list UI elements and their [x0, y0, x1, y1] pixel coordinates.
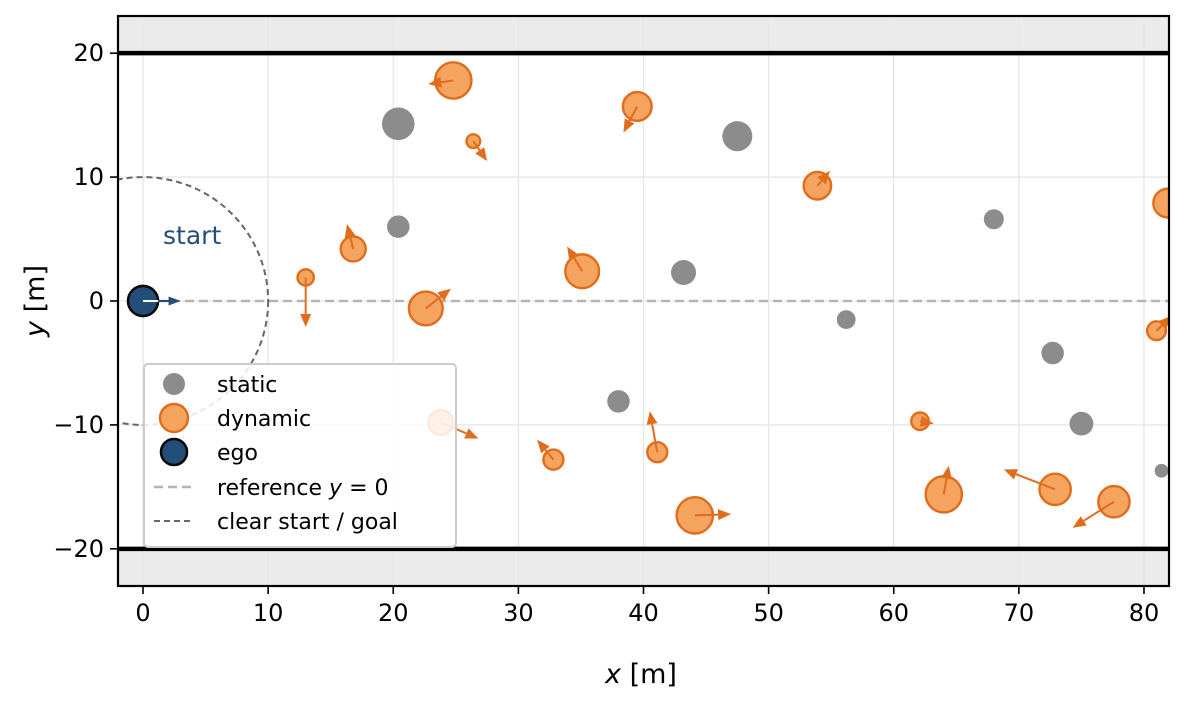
legend-label-static: static — [217, 373, 277, 398]
dynamic-velocity-arrow-shaft — [544, 449, 555, 461]
static-obstacle — [836, 310, 856, 329]
static-obstacle — [1154, 463, 1169, 478]
dynamic-velocity-arrow-head — [300, 314, 312, 328]
dynamic-velocity-arrow — [623, 105, 639, 133]
y-tick-label: −20 — [53, 535, 104, 563]
static-obstacle — [671, 259, 697, 286]
dynamic-velocity-arrow — [472, 140, 488, 161]
legend-label-reference: reference y = 0 — [217, 476, 389, 501]
start-annotation: start — [163, 221, 221, 250]
static-obstacle — [1069, 411, 1094, 436]
legend-label-clear: clear start / goal — [217, 510, 398, 535]
y-axis-label: y [m] — [20, 265, 51, 338]
dynamic-velocity-arrow — [428, 76, 454, 88]
dynamic-velocity-arrow-head — [1158, 316, 1169, 329]
ego-heading-arrow — [143, 296, 181, 306]
dynamic-velocity-arrow-shaft — [472, 140, 481, 151]
dynamic-velocity-arrow-head — [817, 170, 830, 185]
dynamic-velocity-arrow-shaft — [573, 257, 584, 272]
x-tick-label: 60 — [878, 599, 909, 627]
dynamic-velocity-arrow-head — [623, 118, 635, 133]
dynamic-velocity-arrow-head — [475, 147, 488, 161]
x-tick-label: 40 — [628, 599, 659, 627]
legend-box — [143, 363, 457, 548]
dynamic-velocity-arrow-head — [437, 288, 451, 301]
dynamic-obstacle — [465, 133, 482, 150]
dynamic-velocity-arrow-shaft — [628, 105, 639, 122]
y-tick-label: 20 — [73, 39, 104, 67]
legend-marker-static — [163, 373, 185, 395]
dynamic-velocity-arrow — [300, 277, 312, 328]
dynamic-velocity-arrow — [567, 246, 584, 272]
x-tick-label: 70 — [1004, 599, 1035, 627]
dynamic-velocity-arrow-shaft — [1083, 500, 1115, 522]
static-obstacle — [1041, 341, 1064, 365]
y-tick-label: −10 — [53, 411, 104, 439]
legend-marker-dynamic — [158, 402, 190, 434]
dynamic-velocity-arrow — [694, 509, 732, 521]
x-axis-label: x [m] — [604, 659, 677, 690]
dynamic-velocity-arrow-shaft — [1155, 324, 1163, 332]
dynamic-velocity-arrow-head — [428, 76, 442, 88]
dynamic-velocity-arrow — [1155, 316, 1169, 332]
static-obstacle — [722, 121, 753, 152]
ego-arrow-head — [168, 296, 181, 306]
dynamic-velocity-arrow-shaft — [694, 513, 719, 517]
legend-label-dynamic: dynamic — [217, 407, 311, 432]
dynamic-obstacle — [339, 235, 367, 263]
static-obstacle — [607, 390, 630, 413]
static-obstacle — [387, 215, 410, 238]
dynamic-velocity-arrow-head — [464, 428, 479, 439]
x-tick-label: 30 — [503, 599, 534, 627]
dynamic-velocity-arrow-shaft — [1015, 473, 1056, 491]
dynamic-velocity-arrow-head — [941, 465, 952, 480]
dynamic-velocity-arrow-head — [344, 224, 356, 239]
static-obstacle — [983, 209, 1004, 230]
dynamic-velocity-arrow-head — [646, 411, 658, 426]
dynamic-velocity-arrow-head — [717, 509, 732, 521]
dynamic-velocity-arrow-shaft — [816, 180, 823, 187]
dynamic-obstacle — [1152, 187, 1169, 219]
dynamic-velocity-arrow-shaft — [349, 236, 355, 250]
dynamic-velocity-arrow-head — [1072, 516, 1087, 528]
dynamic-velocity-arrow — [816, 170, 830, 187]
dynamic-velocity-arrow-head — [567, 246, 579, 261]
x-tick-label: 50 — [753, 599, 784, 627]
static-obstacle — [382, 107, 415, 141]
dynamic-velocity-arrow-shaft — [942, 478, 948, 495]
x-tick-label: 20 — [378, 599, 409, 627]
dynamic-velocity-arrow — [1072, 500, 1115, 528]
x-tick-label: 10 — [253, 599, 284, 627]
dynamic-velocity-arrow-head — [537, 439, 550, 454]
dynamic-velocity-arrow-shaft — [425, 295, 442, 310]
dynamic-velocity-arrow — [919, 415, 934, 427]
dynamic-velocity-arrow — [646, 411, 659, 453]
dynamic-velocity-arrow — [425, 288, 451, 310]
y-tick-label: 10 — [73, 163, 104, 191]
x-tick-label: 0 — [135, 599, 150, 627]
dynamic-velocity-arrow — [537, 439, 555, 461]
dynamic-velocity-arrow — [1003, 469, 1056, 491]
dynamic-velocity-arrow — [941, 465, 952, 495]
dynamic-velocity-arrow-shaft — [441, 79, 454, 84]
dynamic-velocity-arrow-head — [1003, 469, 1018, 480]
y-tick-label: 0 — [89, 287, 104, 315]
dynamic-velocity-arrow-shaft — [651, 423, 659, 453]
legend-marker-ego — [159, 437, 189, 467]
x-tick-label: 80 — [1129, 599, 1160, 627]
dynamic-velocity-arrow-head — [920, 415, 934, 427]
legend: static dynamic ego reference y = 0 clear sta… — [143, 363, 457, 548]
dynamic-velocity-arrow — [344, 224, 356, 250]
legend-label-ego: ego — [217, 441, 258, 466]
